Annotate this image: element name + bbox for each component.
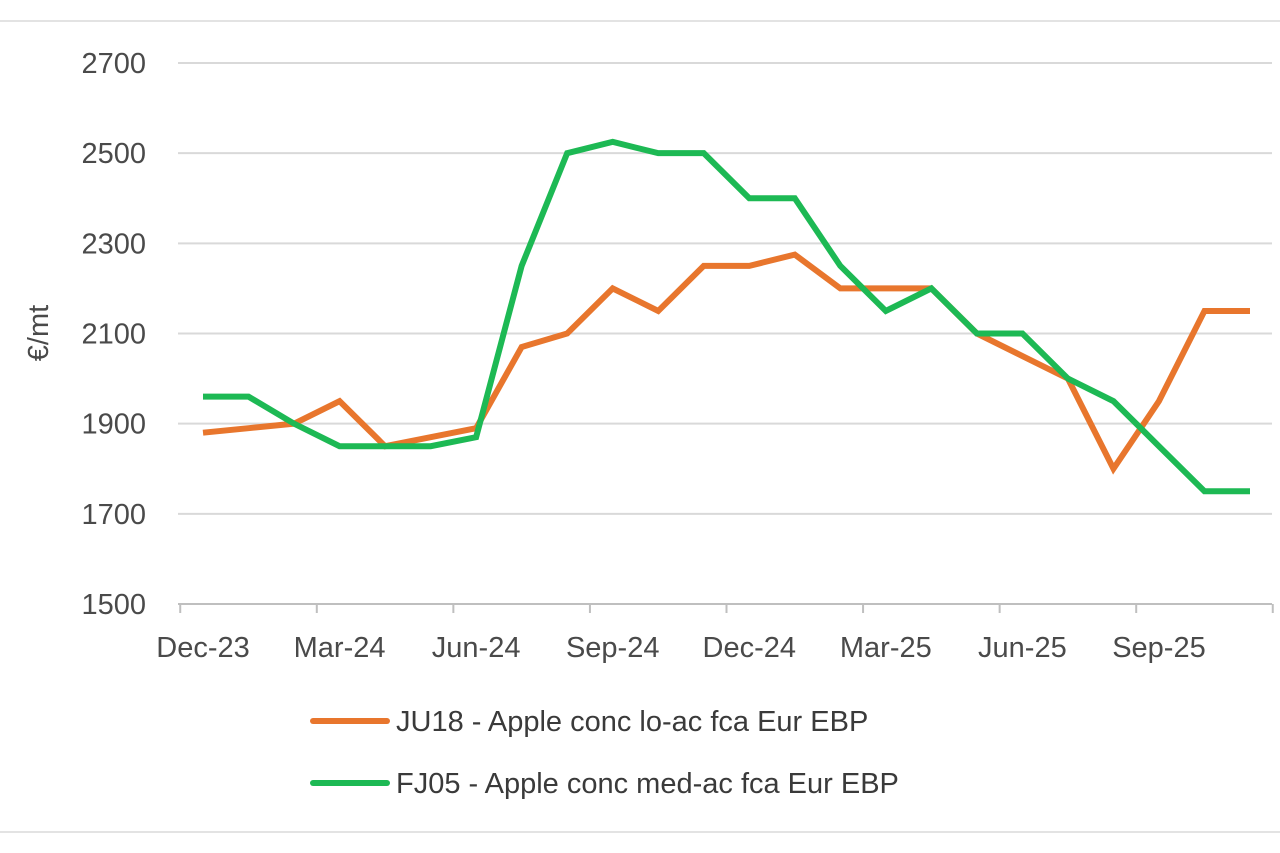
legend-label-ju18: JU18 - Apple conc lo-ac fca Eur EBP [396, 706, 868, 738]
series-line-ju18 [202, 251, 1250, 475]
y-tick-label: 2100 [81, 319, 146, 351]
legend-label-fj05: FJ05 - Apple conc med-ac fca Eur EBP [396, 768, 899, 800]
y-tick-label: 2500 [81, 138, 146, 170]
x-tick-label: Jun-25 [978, 632, 1067, 664]
y-axis: 1500 1700 1900 2100 2300 2500 2700 [81, 48, 146, 621]
y-tick-label: 1500 [81, 589, 146, 621]
series-lines [202, 138, 1250, 495]
x-tick-label: Sep-25 [1112, 632, 1206, 664]
series-line-fj05 [203, 138, 1250, 495]
legend-entry-ju18: JU18 - Apple conc lo-ac fca Eur EBP [310, 706, 868, 738]
legend-entry-fj05: FJ05 - Apple conc med-ac fca Eur EBP [310, 768, 899, 800]
y-tick-label: 1700 [81, 499, 146, 531]
x-tick-label: Dec-23 [156, 632, 250, 664]
x-axis: Dec-23 Mar-24 Jun-24 Sep-24 Dec-24 Mar-25 Jun-… [156, 603, 1274, 664]
x-tick-label: Jun-24 [432, 632, 521, 664]
x-tick-label: Dec-24 [703, 632, 797, 664]
x-tick-label: Mar-25 [840, 632, 932, 664]
x-tick-label: Mar-24 [294, 632, 386, 664]
y-tick-label: 2700 [81, 48, 146, 80]
y-tick-label: 2300 [81, 228, 146, 260]
x-tick-label: Sep-24 [566, 632, 660, 664]
y-axis-title: €/mt [23, 305, 55, 361]
y-tick-label: 1900 [81, 409, 146, 441]
legend: JU18 - Apple conc lo-ac fca Eur EBP FJ05… [310, 706, 899, 800]
